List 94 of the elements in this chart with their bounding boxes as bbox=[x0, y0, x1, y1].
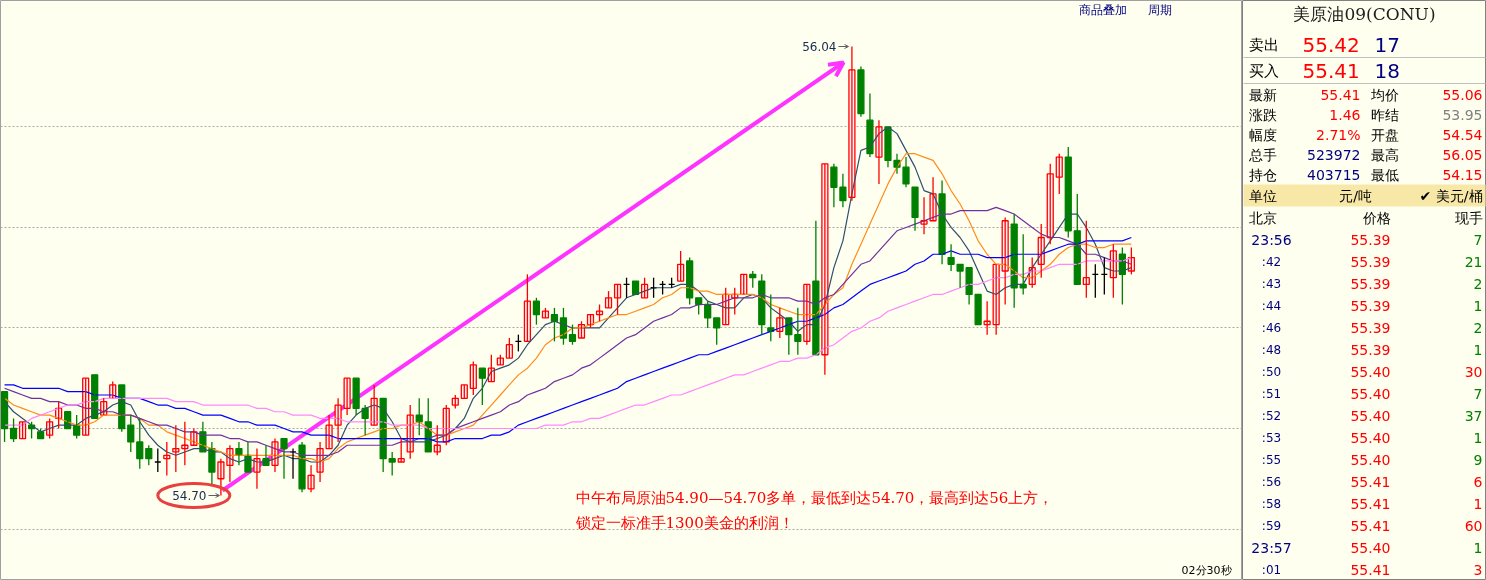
text: :46 bbox=[1261, 320, 1282, 335]
text: :50 bbox=[1261, 364, 1282, 379]
text: 55.42 bbox=[1302, 32, 1360, 57]
text: 55.40 bbox=[1350, 385, 1391, 402]
annotation: 中午布局原油54.90—54.70多单，最低到达54.70，最高到达56上方， bbox=[575, 488, 1054, 507]
text: 2.71% bbox=[1316, 126, 1361, 143]
text: 403715 bbox=[1307, 166, 1361, 183]
text: 北京 bbox=[1248, 209, 1277, 226]
text: 总手 bbox=[1247, 146, 1277, 163]
text: :53 bbox=[1261, 430, 1282, 445]
text: ✔ 美元/桶 bbox=[1419, 187, 1483, 204]
text: 53.95 bbox=[1442, 106, 1483, 123]
annotation: 56.04 bbox=[802, 40, 837, 54]
text: 元/吨 bbox=[1339, 187, 1372, 204]
text: :58 bbox=[1261, 496, 1282, 511]
text: :56 bbox=[1261, 474, 1282, 489]
text: 55.39 bbox=[1350, 297, 1391, 314]
text: 54.15 bbox=[1442, 166, 1483, 183]
text: 6 bbox=[1473, 473, 1483, 490]
text: 56.05 bbox=[1442, 146, 1483, 163]
text: 1 bbox=[1473, 297, 1483, 314]
text: 55.39 bbox=[1350, 253, 1391, 270]
text: 523972 bbox=[1307, 146, 1361, 163]
text: 现手 bbox=[1454, 209, 1483, 226]
text: 商品叠加 bbox=[1078, 2, 1127, 17]
text: 55.06 bbox=[1442, 86, 1483, 103]
text: 55.39 bbox=[1350, 341, 1391, 358]
text: 55.39 bbox=[1350, 231, 1391, 248]
text: 55.40 bbox=[1350, 363, 1391, 380]
text: 55.41 bbox=[1350, 561, 1391, 578]
text: 2 bbox=[1473, 275, 1483, 292]
text: :51 bbox=[1261, 386, 1282, 401]
candlestick bbox=[397, 437, 405, 463]
text: 55.39 bbox=[1350, 275, 1391, 292]
text: :55 bbox=[1261, 452, 1282, 467]
text: 最高 bbox=[1370, 146, 1399, 163]
text: :52 bbox=[1261, 408, 1282, 423]
text: 单位 bbox=[1248, 187, 1277, 204]
text: :01 bbox=[1261, 562, 1282, 577]
text: :42 bbox=[1261, 254, 1282, 269]
text: 涨跌 bbox=[1248, 106, 1277, 123]
text: 23:57 bbox=[1251, 539, 1292, 556]
text: 买入 bbox=[1248, 61, 1279, 80]
candlestick bbox=[172, 424, 180, 473]
text: 周期 bbox=[1147, 2, 1172, 17]
text: 1 bbox=[1473, 341, 1483, 358]
text: 美原油09(CONU) bbox=[1293, 3, 1436, 24]
text: 37 bbox=[1464, 407, 1483, 424]
text: 18 bbox=[1374, 58, 1400, 83]
text: 昨结 bbox=[1370, 106, 1399, 123]
annotation: 54.70 bbox=[172, 489, 207, 503]
text: 54.54 bbox=[1442, 126, 1483, 143]
text: 55.41 bbox=[1350, 473, 1391, 490]
text: 55.41 bbox=[1350, 517, 1391, 534]
text: :48 bbox=[1261, 342, 1282, 357]
text: :43 bbox=[1261, 276, 1282, 291]
text: 9 bbox=[1473, 451, 1483, 468]
text: 开盘 bbox=[1370, 126, 1399, 143]
text: 30 bbox=[1464, 363, 1483, 380]
candlestick bbox=[91, 374, 99, 420]
text: 55.39 bbox=[1350, 319, 1391, 336]
text: 21 bbox=[1464, 253, 1483, 270]
text: 23:56 bbox=[1251, 231, 1292, 248]
text: 55.40 bbox=[1350, 539, 1391, 556]
text: 55.40 bbox=[1350, 407, 1391, 424]
text: 价格 bbox=[1361, 209, 1391, 226]
candlestick bbox=[740, 273, 748, 296]
text: 最新 bbox=[1248, 86, 1277, 103]
text: 最低 bbox=[1370, 166, 1399, 183]
text: :44 bbox=[1261, 298, 1282, 313]
text: 02分30秒 bbox=[1181, 564, 1232, 577]
text: 1 bbox=[1473, 539, 1483, 556]
text: 55.40 bbox=[1350, 451, 1391, 468]
text: 7 bbox=[1473, 385, 1483, 402]
text: 55.41 bbox=[1320, 86, 1361, 103]
text: :59 bbox=[1261, 518, 1282, 533]
text: 55.40 bbox=[1350, 429, 1391, 446]
text: 卖出 bbox=[1248, 35, 1279, 54]
text: 55.41 bbox=[1302, 58, 1360, 83]
text: 持仓 bbox=[1248, 166, 1277, 183]
text: 1.46 bbox=[1329, 106, 1361, 123]
text: 55.41 bbox=[1350, 495, 1391, 512]
text: 1 bbox=[1473, 495, 1483, 512]
text: 3 bbox=[1473, 561, 1483, 578]
text: 锁定一标准手1300美金的利润！ bbox=[574, 513, 794, 532]
candlestick bbox=[388, 451, 396, 477]
text: 2 bbox=[1473, 319, 1483, 336]
text: 1 bbox=[1473, 429, 1483, 446]
text: 幅度 bbox=[1248, 126, 1277, 143]
text: 7 bbox=[1473, 231, 1483, 248]
text: 60 bbox=[1464, 517, 1483, 534]
text: 17 bbox=[1374, 32, 1400, 57]
text: 均价 bbox=[1369, 86, 1399, 103]
candlestick bbox=[82, 377, 90, 436]
